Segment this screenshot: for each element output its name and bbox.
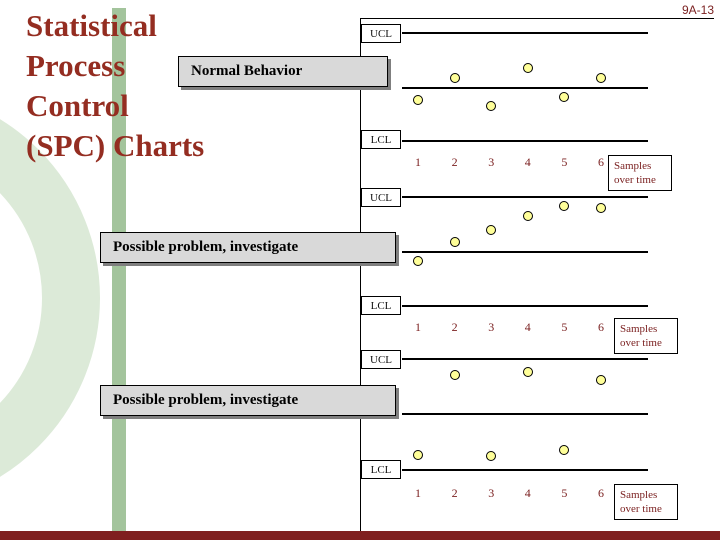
- callout-possible-problem-1: Possible problem, investigate: [100, 232, 396, 263]
- lcl-label-box: LCL: [361, 130, 401, 149]
- ucl-label-box: UCL: [361, 188, 401, 207]
- x-tick-label: 3: [488, 155, 495, 169]
- samples-over-time-label: Samples over time: [608, 155, 672, 191]
- ucl-line: [402, 32, 648, 34]
- lcl-label: LCL: [370, 133, 392, 146]
- data-point: [413, 450, 423, 461]
- center-line: [402, 87, 648, 89]
- samples-over-time-label: Samples over time: [614, 484, 678, 520]
- x-tick-label: 6: [598, 155, 604, 169]
- data-point: [522, 367, 533, 378]
- samples-label-line-1: Samples: [614, 160, 652, 172]
- x-tick-label: 1: [415, 155, 421, 169]
- x-tick-label: 4: [524, 320, 531, 334]
- callout-possible-problem-2: Possible problem, investigate: [100, 385, 396, 416]
- lcl-line: [402, 469, 648, 471]
- ucl-line: [402, 196, 648, 198]
- data-point: [596, 73, 606, 84]
- samples-over-time-label: Samples over time: [614, 318, 678, 354]
- data-point: [559, 200, 570, 211]
- ucl-line: [402, 358, 648, 360]
- samples-label-line-2: over time: [614, 174, 656, 186]
- samples-label-line-2: over time: [620, 337, 662, 349]
- callout-normal-behavior: Normal Behavior: [178, 56, 388, 87]
- x-tick-label: 3: [488, 320, 495, 334]
- x-tick-label: 1: [415, 486, 421, 500]
- samples-label-line-1: Samples: [620, 489, 658, 501]
- slide-number: 9A-13: [681, 3, 714, 17]
- slide-title: Statistical Process Control (SPC) Charts: [26, 6, 204, 166]
- ucl-label-box: UCL: [361, 350, 401, 369]
- data-point: [559, 444, 570, 455]
- x-tick-label: 2: [451, 486, 458, 500]
- data-point: [449, 369, 460, 380]
- data-point: [413, 95, 423, 106]
- lcl-line: [402, 305, 648, 307]
- footer-bar: [0, 531, 720, 540]
- x-tick-label: 2: [451, 155, 458, 169]
- data-point: [413, 255, 423, 266]
- x-tick-label: 6: [598, 486, 604, 500]
- data-point: [486, 225, 497, 236]
- data-point: [486, 450, 497, 461]
- x-tick-label: 4: [524, 155, 531, 169]
- data-point: [559, 91, 570, 102]
- lcl-label-box: LCL: [361, 460, 401, 479]
- x-tick-label: 6: [598, 320, 604, 334]
- data-point: [596, 202, 606, 213]
- header-rule: [360, 18, 714, 19]
- lcl-label-box: LCL: [361, 296, 401, 315]
- ucl-label: UCL: [370, 191, 392, 204]
- lcl-label: LCL: [370, 299, 392, 312]
- center-line: [402, 251, 648, 253]
- title-line-4: (SPC) Charts: [26, 128, 205, 163]
- samples-label-line-2: over time: [620, 503, 662, 515]
- x-tick-label: 2: [451, 320, 458, 334]
- x-tick-label: 5: [561, 486, 568, 500]
- x-tick-label: 4: [524, 486, 531, 500]
- data-point: [522, 211, 533, 222]
- samples-label-line-1: Samples: [620, 323, 658, 335]
- data-point: [449, 237, 460, 248]
- title-line-2: Process: [26, 48, 126, 83]
- title-line-3: Control: [26, 88, 129, 123]
- data-point: [596, 374, 606, 385]
- center-line: [402, 413, 648, 415]
- x-tick-label: 5: [561, 320, 568, 334]
- data-point: [449, 73, 460, 84]
- data-point: [522, 63, 533, 74]
- x-tick-label: 3: [488, 486, 495, 500]
- chart-panel-left-border: [360, 18, 361, 531]
- lcl-line: [402, 140, 648, 142]
- x-tick-label: 1: [415, 320, 421, 334]
- data-point: [486, 101, 497, 112]
- ucl-label: UCL: [370, 27, 392, 40]
- ucl-label-box: UCL: [361, 24, 401, 43]
- lcl-label: LCL: [370, 463, 392, 476]
- ucl-label: UCL: [370, 353, 392, 366]
- title-line-1: Statistical: [26, 8, 157, 43]
- x-tick-label: 5: [561, 155, 568, 169]
